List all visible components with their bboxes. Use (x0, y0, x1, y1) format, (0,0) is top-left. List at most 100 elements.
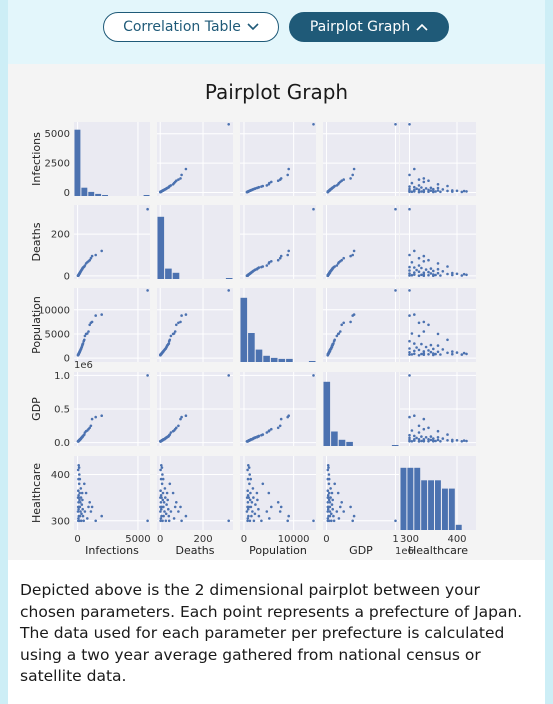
scatter-point-4-0-22 (79, 501, 82, 504)
scatter-point-1-4-15 (436, 267, 440, 271)
scatter-point-3-1-3 (179, 417, 182, 421)
scatter-point-3-4-22 (427, 438, 430, 441)
scatter-point-4-0-42 (77, 519, 80, 523)
y-tick-label-2-2: 10000 (38, 305, 70, 316)
histogram-bar-0-2 (88, 191, 95, 196)
scatter-point-4-1-9 (169, 510, 173, 513)
scatter-point-2-4-36 (420, 352, 423, 356)
scatter-point-4-1-21 (163, 510, 166, 513)
chevron-down-icon (247, 23, 259, 31)
scatter-point-2-1-3 (179, 320, 182, 324)
scatter-point-0-2-0 (312, 123, 315, 126)
scatter-point-0-4-46 (417, 190, 421, 194)
histogram-bar-0-10 (143, 195, 150, 196)
x-axis-label-0: Infections (85, 544, 139, 557)
pairplot-cell-1-2 (240, 205, 316, 279)
scatter-point-2-4-42 (408, 353, 411, 356)
scatter-point-3-4-12 (413, 434, 416, 438)
scatter-point-2-4-26 (436, 350, 440, 354)
scatter-point-4-1-6 (173, 505, 177, 509)
y-tick-label-0-2: 5000 (45, 129, 70, 140)
scatter-point-4-1-46 (159, 510, 162, 513)
scatter-point-2-4-46 (417, 354, 421, 357)
scatter-point-1-4-0 (408, 207, 411, 211)
scatter-point-0-4-27 (429, 189, 433, 192)
y-axis-label-1: Deaths (30, 222, 43, 261)
scatter-point-4-1-30 (160, 482, 164, 486)
y-tick-label-2-1: 5000 (45, 329, 70, 340)
scatter-point-1-2-5 (276, 258, 280, 262)
scatter-point-3-2-4 (278, 424, 282, 428)
scatter-point-4-1-29 (161, 473, 164, 476)
x-axis-label-2: Population (249, 544, 307, 557)
scatter-point-3-4-46 (417, 440, 421, 443)
scatter-point-0-3-9 (335, 184, 339, 187)
correlation-table-button[interactable]: Correlation Table (103, 12, 279, 42)
scatter-point-0-2-8 (267, 183, 271, 186)
scatter-point-3-4-11 (408, 433, 411, 437)
scatter-point-0-4-37 (434, 190, 437, 193)
scatter-point-3-4-7 (410, 429, 414, 432)
scatter-point-0-4-22 (427, 188, 430, 192)
scatter-point-3-1-1 (184, 414, 188, 418)
scatter-point-3-1-8 (171, 429, 175, 433)
scatter-point-2-1-4 (177, 321, 180, 325)
scatter-point-2-4-2 (408, 314, 411, 317)
scatter-point-4-2-17 (253, 512, 257, 516)
scatter-point-0-4-3 (422, 177, 426, 180)
scatter-point-0-2-5 (276, 179, 280, 182)
scatter-point-4-1-34 (160, 514, 163, 518)
scatter-point-4-1-12 (167, 514, 171, 518)
scatter-point-3-4-37 (434, 439, 437, 443)
scatter-point-1-2-8 (267, 262, 271, 265)
scatter-point-2-3-46 (326, 354, 330, 357)
scatter-point-3-2-8 (267, 429, 271, 433)
scatter-point-2-1-0 (227, 289, 230, 292)
histogram-bar-4-7 (448, 488, 455, 530)
scatter-point-0-4-15 (436, 186, 440, 190)
scatter-point-1-4-36 (420, 273, 423, 277)
scatter-point-4-1-10 (168, 482, 172, 486)
scatter-point-3-4-43 (460, 440, 464, 443)
scatter-point-1-4-29 (455, 272, 459, 276)
scatter-point-4-3-26 (327, 491, 331, 495)
scatter-point-2-4-39 (427, 353, 430, 356)
scatter-point-0-4-43 (460, 190, 464, 194)
y-tick-label-0-0: 0 (64, 188, 70, 199)
scatter-point-3-1-2 (180, 415, 183, 419)
histogram-bar-3-1 (331, 431, 338, 446)
scatter-point-0-1-2 (180, 173, 183, 177)
scatter-point-4-3-21 (328, 510, 332, 513)
scatter-point-4-3-6 (339, 505, 342, 509)
scatter-point-4-3-41 (326, 489, 330, 493)
scatter-point-3-2-5 (276, 426, 280, 430)
scatter-point-2-4-5 (427, 323, 430, 327)
scatter-point-2-4-34 (413, 352, 416, 356)
scatter-point-4-3-38 (326, 477, 330, 481)
scatter-point-4-2-44 (246, 505, 249, 509)
scatter-point-4-1-36 (160, 507, 163, 511)
scatter-point-0-1-0 (227, 123, 230, 126)
scatter-point-0-4-14 (429, 186, 433, 190)
scatter-point-3-2-11 (260, 433, 263, 437)
scatter-point-1-4-17 (415, 268, 418, 272)
scatter-point-3-4-6 (422, 427, 426, 431)
histogram-bar-4-8 (455, 524, 462, 530)
scatter-point-4-2-30 (248, 482, 251, 486)
scatter-point-3-4-26 (436, 438, 440, 442)
scatter-point-0-4-7 (410, 181, 414, 185)
scatter-point-4-0-5 (88, 501, 91, 504)
scatter-point-4-1-31 (160, 466, 164, 469)
scatter-point-2-4-16 (424, 345, 428, 349)
scatter-point-4-1-7 (172, 517, 176, 520)
scatter-point-4-2-6 (270, 505, 273, 509)
scatter-point-1-4-43 (460, 274, 464, 277)
scatter-point-4-3-11 (332, 519, 336, 523)
pairplot-graph-button[interactable]: Pairplot Graph (289, 12, 449, 42)
scatter-point-2-4-6 (422, 330, 426, 333)
scatter-point-2-4-45 (432, 353, 435, 357)
scatter-point-1-4-31 (462, 272, 466, 276)
scatter-point-4-0-12 (81, 514, 85, 518)
scatter-point-3-2-2 (286, 415, 290, 419)
scatter-point-0-4-19 (432, 187, 435, 191)
